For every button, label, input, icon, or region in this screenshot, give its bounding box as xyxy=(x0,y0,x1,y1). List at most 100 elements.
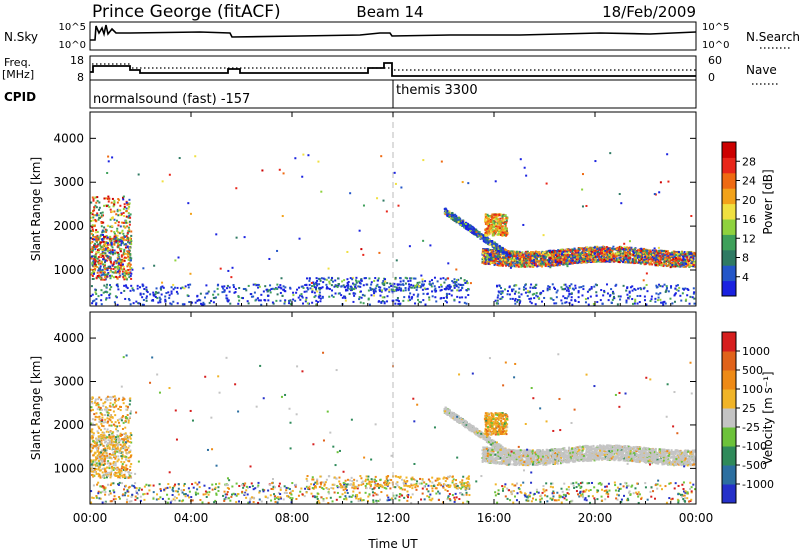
echo-cell xyxy=(548,253,551,256)
echo-cell xyxy=(100,303,103,306)
echo-cell xyxy=(117,243,120,246)
echo-cell xyxy=(213,290,216,293)
echo-cell xyxy=(491,242,494,245)
echo-cell xyxy=(395,286,398,289)
echo-cell xyxy=(152,291,155,294)
echo-cell xyxy=(525,261,528,264)
echo-cell xyxy=(604,254,607,257)
echo-cell xyxy=(473,228,476,231)
echo-cell xyxy=(657,261,660,264)
echo-cell xyxy=(100,255,103,258)
echo-cell xyxy=(493,264,496,267)
echo-cell xyxy=(496,302,499,305)
echo-cell xyxy=(227,299,230,302)
echo-cell xyxy=(523,286,526,289)
echo-cell xyxy=(619,298,622,301)
echo-cell xyxy=(99,212,102,215)
echo-cell xyxy=(552,254,555,257)
echo-cell xyxy=(223,285,226,288)
echo-cell xyxy=(386,300,389,303)
echo-cell xyxy=(117,264,120,267)
echo-cell xyxy=(629,286,632,289)
echo-cell xyxy=(487,229,490,232)
echo-cell xyxy=(103,263,106,266)
echo-cell xyxy=(583,253,586,256)
echo-cell xyxy=(608,247,611,250)
echo-cell xyxy=(109,292,112,295)
echo-cell xyxy=(416,295,419,298)
echo-cell xyxy=(164,295,167,298)
echo-cell xyxy=(117,242,120,245)
echo-cell xyxy=(663,261,666,264)
echo-cell xyxy=(618,250,621,253)
echo-cell xyxy=(571,254,574,257)
echo-cell xyxy=(573,247,576,250)
echo-cell xyxy=(97,243,100,246)
echo-cell xyxy=(591,254,594,257)
echo-cell xyxy=(636,302,639,305)
echo-cell xyxy=(488,254,491,257)
echo-cell xyxy=(106,224,109,227)
echo-cell xyxy=(221,291,224,294)
echo-cell xyxy=(568,255,571,258)
echo-cell xyxy=(503,263,506,266)
echo-cell xyxy=(517,265,520,268)
echo-cell xyxy=(167,291,170,294)
echo-cell xyxy=(669,255,672,258)
echo-cell xyxy=(434,287,437,290)
echo-cell xyxy=(576,256,579,259)
echo-cell xyxy=(631,261,634,264)
echo-cell xyxy=(428,298,431,301)
echo-cell xyxy=(677,252,680,255)
echo-cell xyxy=(528,297,531,300)
echo-cell xyxy=(125,270,128,273)
echo-cell xyxy=(354,285,357,288)
echo-cell xyxy=(123,259,126,262)
echo-cell xyxy=(409,299,412,302)
echo-cell xyxy=(589,261,592,264)
echo-cell xyxy=(327,276,330,279)
echo-cell xyxy=(471,231,474,234)
echo-cell xyxy=(500,297,503,300)
echo-cell xyxy=(100,246,103,249)
echo-cell xyxy=(462,283,465,286)
echo-cell xyxy=(631,298,634,301)
echo-cell xyxy=(159,301,162,304)
echo-cell xyxy=(556,260,559,263)
echo-cell xyxy=(459,224,462,227)
echo-cell xyxy=(622,249,625,252)
echo-cell xyxy=(541,264,544,267)
echo-cell xyxy=(458,301,461,304)
echo-cell xyxy=(574,250,577,253)
echo-cell xyxy=(467,287,470,290)
echo-cell xyxy=(498,246,501,249)
echo-cell xyxy=(103,271,106,274)
echo-cell xyxy=(90,294,93,297)
echo-cell xyxy=(128,299,131,302)
echo-cell xyxy=(444,211,447,214)
echo-cell xyxy=(598,257,601,260)
echo-cell xyxy=(114,259,117,262)
echo-cell xyxy=(492,257,495,260)
echo-cell xyxy=(90,232,93,235)
echo-cell xyxy=(111,246,114,249)
echo-cell xyxy=(519,261,522,264)
echo-cell xyxy=(456,220,459,223)
echo-cell xyxy=(407,299,410,302)
echo-cell xyxy=(127,297,130,300)
echo-cell xyxy=(128,202,131,205)
echo-cell xyxy=(664,302,667,305)
echo-cell xyxy=(501,249,504,252)
echo-cell xyxy=(91,249,94,252)
echo-cell xyxy=(344,289,347,292)
echo-cell xyxy=(651,263,654,266)
echo-cell xyxy=(606,258,609,261)
echo-cell xyxy=(418,281,421,284)
echo-cell xyxy=(104,290,107,293)
echo-cell xyxy=(658,254,661,257)
echo-cell xyxy=(592,302,595,305)
echo-cell xyxy=(690,258,693,261)
echo-cell xyxy=(645,260,648,263)
echo-cell xyxy=(483,237,486,240)
echo-cell xyxy=(496,259,499,262)
